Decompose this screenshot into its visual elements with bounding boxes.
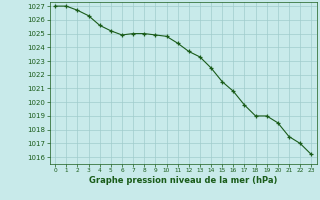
X-axis label: Graphe pression niveau de la mer (hPa): Graphe pression niveau de la mer (hPa) <box>89 176 277 185</box>
